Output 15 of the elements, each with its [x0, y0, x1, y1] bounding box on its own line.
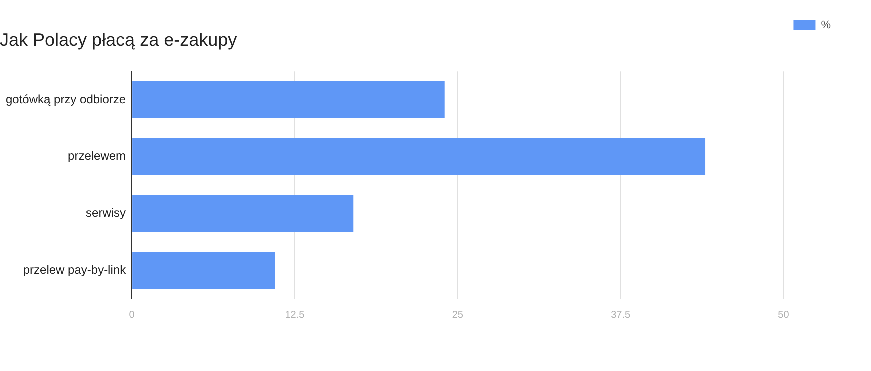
y-tick-label: przelew pay-by-link — [23, 262, 128, 277]
legend-label: % — [821, 20, 832, 32]
x-tick-label: 0 — [129, 310, 136, 321]
y-tick-label: gotówką przy odbiorze — [6, 92, 126, 106]
x-tick-label: 25 — [452, 310, 464, 321]
bar — [132, 195, 354, 232]
x-tick-label: 12.5 — [285, 310, 306, 321]
y-tick-label: serwisy — [86, 206, 126, 220]
bar — [132, 138, 706, 176]
bar — [132, 82, 445, 118]
bar — [132, 252, 276, 290]
x-tick-label: 37.5 — [611, 310, 631, 321]
chart-title: Jak Polacy płacą za e-zakupy — [0, 30, 238, 50]
x-tick-label: 50 — [778, 310, 790, 321]
y-tick-label: przelewem — [68, 149, 126, 164]
